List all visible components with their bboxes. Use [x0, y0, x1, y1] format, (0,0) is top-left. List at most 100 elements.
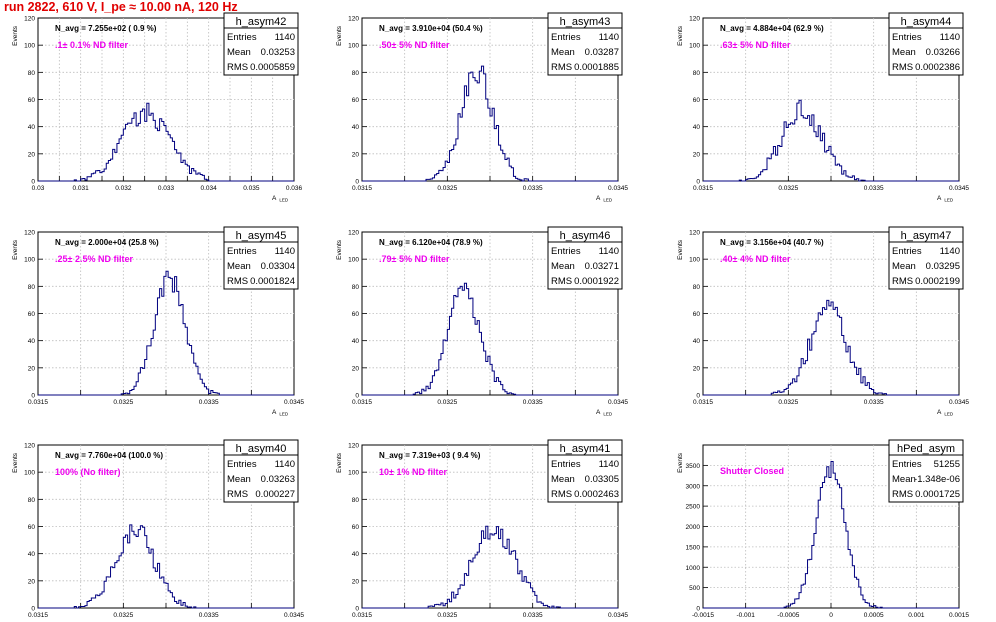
stats-name: h_asym43: [560, 16, 611, 28]
x-tick-label: 0.0325: [437, 399, 457, 406]
stats-value: 0.03287: [585, 47, 619, 58]
y-tick-label: 0: [696, 179, 700, 186]
y-tick-label: 2000: [686, 524, 701, 531]
x-tick-label: 0.0005: [864, 612, 884, 619]
stats-value: 0.0001922: [574, 276, 619, 287]
stats-value: 0.03304: [261, 261, 295, 272]
x-axis-title: A LED: [272, 195, 289, 203]
stats-name: h_asym45: [236, 230, 287, 242]
stats-value: 0.0002199: [915, 276, 960, 287]
stats-label: RMS: [892, 276, 913, 287]
x-tick-label: 0.032: [115, 185, 132, 192]
y-axis-title: Events: [12, 452, 19, 473]
filter-annotation: Shutter Closed: [720, 466, 784, 476]
stats-label: Mean: [227, 47, 251, 58]
stats-label: Entries: [892, 32, 922, 43]
histogram-line: [38, 270, 294, 396]
filter-annotation: 100% (No filter): [55, 467, 121, 477]
x-tick-label: 0.0325: [778, 185, 798, 192]
x-tick-label: 0.0335: [199, 399, 219, 406]
stats-value: 0.0002463: [574, 489, 619, 500]
y-tick-label: 60: [28, 524, 36, 531]
page-title: run 2822, 610 V, I_pe ≈ 10.00 nA, 120 Hz: [4, 0, 238, 14]
x-tick-label: 0.001: [908, 612, 925, 619]
stats-value: 0.0001885: [574, 62, 619, 73]
x-axis-title: A LED: [937, 409, 954, 417]
x-tick-label: 0.0335: [523, 612, 543, 619]
stats-label: Entries: [892, 246, 922, 257]
x-tick-label: 0.0325: [778, 399, 798, 406]
y-tick-label: 100: [348, 43, 359, 50]
x-tick-label: -0.0005: [777, 612, 799, 619]
x-tick-label: -0.001: [736, 612, 755, 619]
y-tick-label: 20: [693, 365, 701, 372]
filter-annotation: .25± 2.5% ND filter: [55, 254, 133, 264]
stats-box: [547, 12, 623, 76]
x-tick-label: 0.0325: [437, 612, 457, 619]
stats-label: Mean: [892, 261, 916, 272]
y-tick-label: 120: [348, 230, 359, 237]
stats-label: Mean: [227, 261, 251, 272]
plot-title: N_avg = 2.000e+04 (25.8 %): [55, 238, 159, 247]
x-tick-label: 0.036: [286, 185, 303, 192]
stats-label: Entries: [227, 459, 257, 470]
stats-label: Mean: [227, 474, 251, 485]
y-tick-label: 40: [693, 124, 701, 131]
stats-box: [223, 439, 299, 503]
x-axis-title: A LED: [937, 195, 954, 203]
filter-annotation: .79± 5% ND filter: [379, 254, 450, 264]
histogram-line: [38, 524, 294, 609]
y-tick-label: 120: [24, 443, 35, 450]
stats-value: 1140: [940, 246, 960, 257]
stats-value: 1140: [599, 459, 619, 470]
stats-label: Entries: [892, 459, 922, 470]
histogram-line: [362, 282, 618, 396]
x-tick-label: 0.0345: [608, 399, 628, 406]
y-tick-label: 500: [689, 585, 700, 592]
stats-name: h_asym46: [560, 230, 611, 242]
y-axis-title: Events: [677, 25, 684, 46]
stats-value: 51255: [934, 459, 960, 470]
y-tick-label: 20: [28, 151, 36, 158]
stats-value: 0.0002386: [915, 62, 960, 73]
y-axis-title: Events: [12, 25, 19, 46]
y-axis-title: Events: [677, 239, 684, 260]
y-tick-label: 20: [693, 151, 701, 158]
histogram-line: [703, 99, 959, 182]
x-tick-label: 0.0335: [523, 185, 543, 192]
y-tick-label: 0: [31, 393, 35, 400]
y-tick-label: 0: [355, 606, 359, 613]
x-tick-label: 0: [829, 612, 833, 619]
x-tick-label: 0.0325: [437, 185, 457, 192]
y-tick-label: 100: [24, 43, 35, 50]
stats-value: 1140: [940, 32, 960, 43]
filter-annotation: .50± 5% ND filter: [379, 40, 450, 50]
y-tick-label: 20: [352, 365, 360, 372]
x-tick-label: 0.0345: [284, 612, 304, 619]
stats-box: [888, 439, 964, 503]
x-tick-label: 0.0335: [523, 399, 543, 406]
y-tick-label: 120: [24, 230, 35, 237]
histogram-line: [703, 460, 959, 609]
y-tick-label: 1000: [686, 565, 701, 572]
stats-value: 1140: [599, 32, 619, 43]
histogram-line: [362, 525, 618, 609]
plot-title: N_avg = 7.255e+02 ( 0.9 %): [55, 24, 157, 33]
y-tick-label: 0: [696, 393, 700, 400]
stats-label: Mean: [892, 47, 916, 58]
y-tick-label: 100: [24, 470, 35, 477]
y-tick-label: 60: [352, 311, 360, 318]
y-tick-label: 120: [689, 16, 700, 23]
y-tick-label: 1500: [686, 544, 701, 551]
stats-label: Mean: [551, 47, 575, 58]
y-tick-label: 60: [693, 97, 701, 104]
y-tick-label: 2500: [686, 504, 701, 511]
x-tick-label: 0.0335: [199, 612, 219, 619]
stats-label: RMS: [227, 489, 248, 500]
stats-value: 1140: [275, 459, 295, 470]
y-tick-label: 60: [28, 311, 36, 318]
y-tick-label: 40: [28, 551, 36, 558]
y-tick-label: 0: [31, 179, 35, 186]
stats-value: 0.03305: [585, 474, 619, 485]
